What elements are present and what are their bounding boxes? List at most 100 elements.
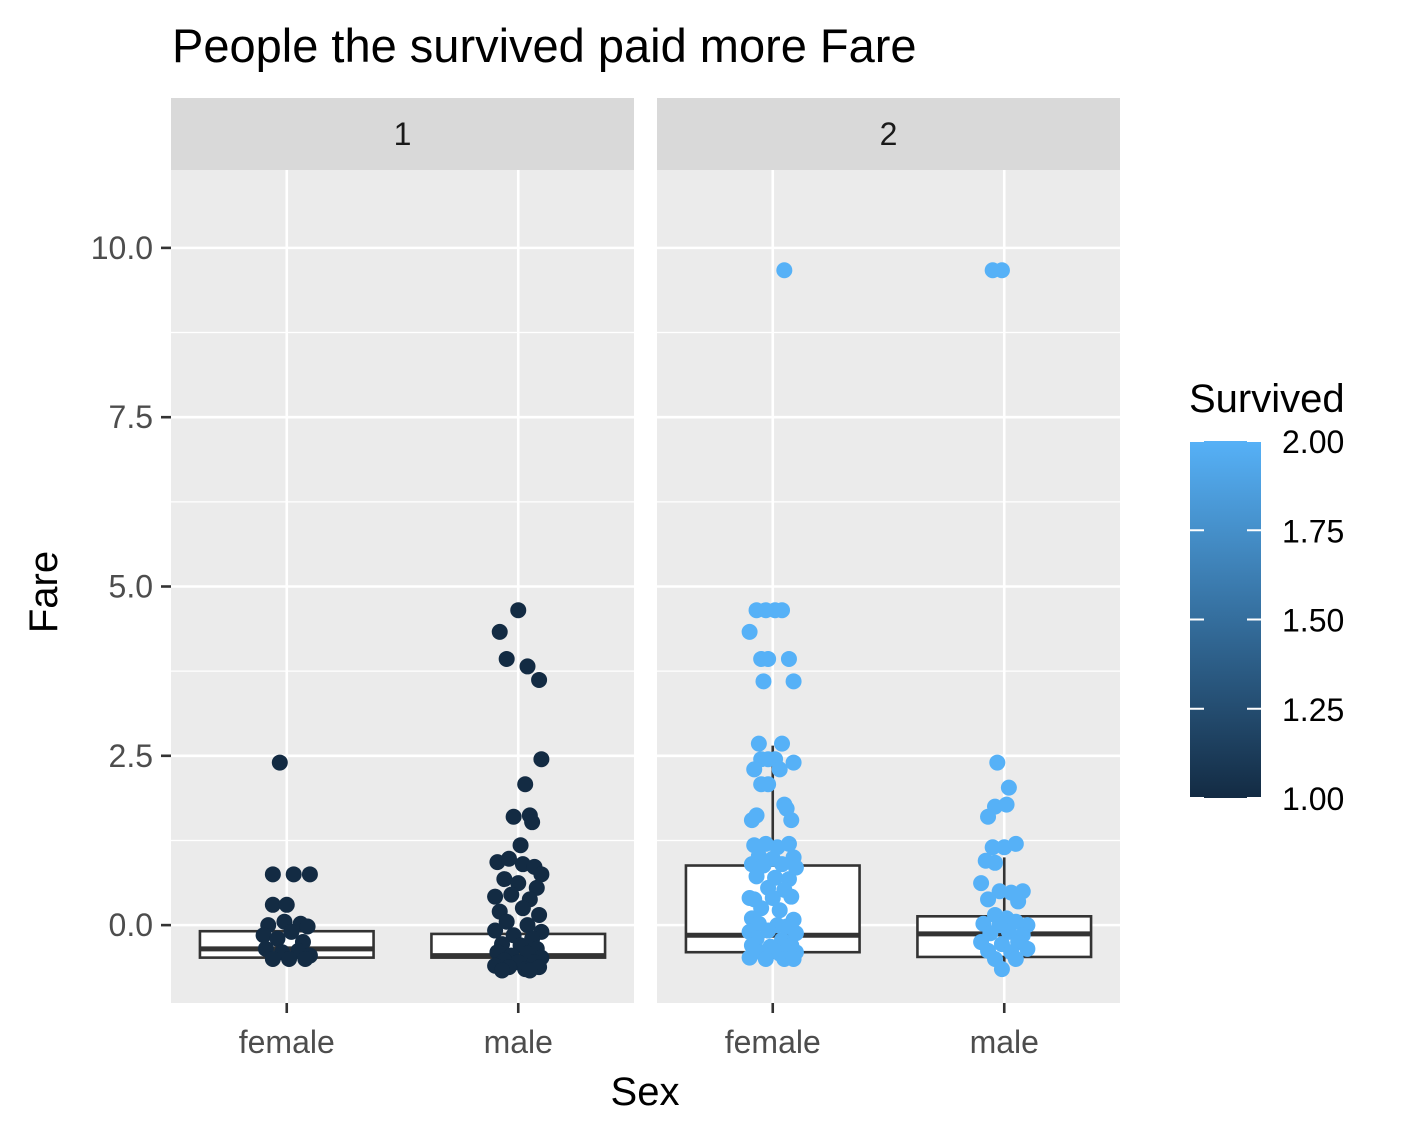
data-point [750,735,767,752]
data-point [510,875,527,892]
data-point [774,735,791,752]
data-point [491,623,508,640]
data-point [487,922,504,939]
data-point [487,888,504,905]
data-point [771,902,788,919]
data-point [993,961,1010,978]
data-point [533,751,550,768]
data-point [505,808,522,825]
data-point [783,812,800,829]
y-tick-label: 10.0 [91,230,153,266]
x-tick-label: male [484,1024,553,1060]
data-point [989,754,1006,771]
data-point [494,962,511,979]
data-point [746,761,763,778]
data-point [514,900,531,917]
data-point [517,776,534,793]
data-point [1000,923,1017,940]
data-point [973,875,990,892]
colorbar-tick-label: 2.00 [1282,424,1344,460]
data-point [299,918,316,935]
y-axis-title: Fare [22,551,66,633]
data-point [991,883,1008,900]
colorbar-tick-label: 1.00 [1282,781,1344,817]
data-point [1007,950,1024,967]
x-tick-label: male [970,1024,1039,1060]
x-axis-title: Sex [611,1070,680,1114]
data-point [519,917,536,934]
data-point [774,856,791,873]
data-point [998,796,1015,813]
data-point [753,900,770,917]
data-point [764,890,781,907]
data-point [503,886,520,903]
y-tick-label: 5.0 [109,569,153,605]
data-point [785,950,802,967]
data-point [1019,940,1036,957]
data-point [755,673,772,690]
data-point [760,776,777,793]
data-point [741,949,758,966]
data-point [776,262,793,279]
facet-strip [171,98,634,170]
data-point [524,814,541,831]
data-point [285,866,302,883]
data-point [743,812,760,829]
data-point [785,754,802,771]
y-tick-label: 0.0 [109,907,153,943]
data-point [757,950,774,967]
data-point [774,602,791,619]
data-point [1007,835,1024,852]
data-point [264,866,281,883]
data-point [264,896,281,913]
data-point [785,673,802,690]
y-axis: 0.0 2.5 5.0 7.5 10.0 [91,230,171,943]
chart-title: People the survived paid more Fare [172,19,917,72]
data-point [771,761,788,778]
data-point [531,906,548,923]
data-point [743,856,760,873]
data-point [255,927,272,944]
data-point [984,839,1001,856]
data-point [1000,779,1017,796]
data-point [741,623,758,640]
legend: Survived 1.00 1.25 1.50 1.75 2.00 [1189,377,1345,817]
y-tick-label: 7.5 [109,399,153,435]
facet-strip-label: 1 [394,116,412,152]
data-point [278,896,295,913]
data-point [993,262,1010,279]
data-point [1010,893,1027,910]
data-point [980,808,997,825]
panel-1: 1 female male [171,98,634,1060]
data-point [787,925,804,942]
data-point [760,650,777,667]
data-point [531,671,548,688]
data-point [510,602,527,619]
data-point [283,923,300,940]
data-point [264,950,281,967]
y-tick-label: 2.5 [109,738,153,774]
data-point [498,650,515,667]
data-point [512,837,529,854]
data-point [269,930,286,947]
x-tick-label: female [725,1024,821,1060]
data-point [533,866,550,883]
data-point [281,950,298,967]
colorbar-tick-label: 1.75 [1282,513,1344,549]
data-point [301,866,318,883]
legend-title: Survived [1189,377,1345,421]
data-point [780,650,797,667]
data-point [271,754,288,771]
data-point [297,950,314,967]
data-point [748,868,765,885]
data-point [528,879,545,896]
panels-layer: 1 female male 2 female male [171,98,1120,1060]
colorbar-tick-label: 1.50 [1282,603,1344,639]
facet-strip-label: 2 [880,116,898,152]
data-point [496,871,513,888]
panel-2: 2 female male [657,98,1120,1060]
data-point [760,922,777,939]
data-point [783,888,800,905]
facet-strip [657,98,1120,170]
